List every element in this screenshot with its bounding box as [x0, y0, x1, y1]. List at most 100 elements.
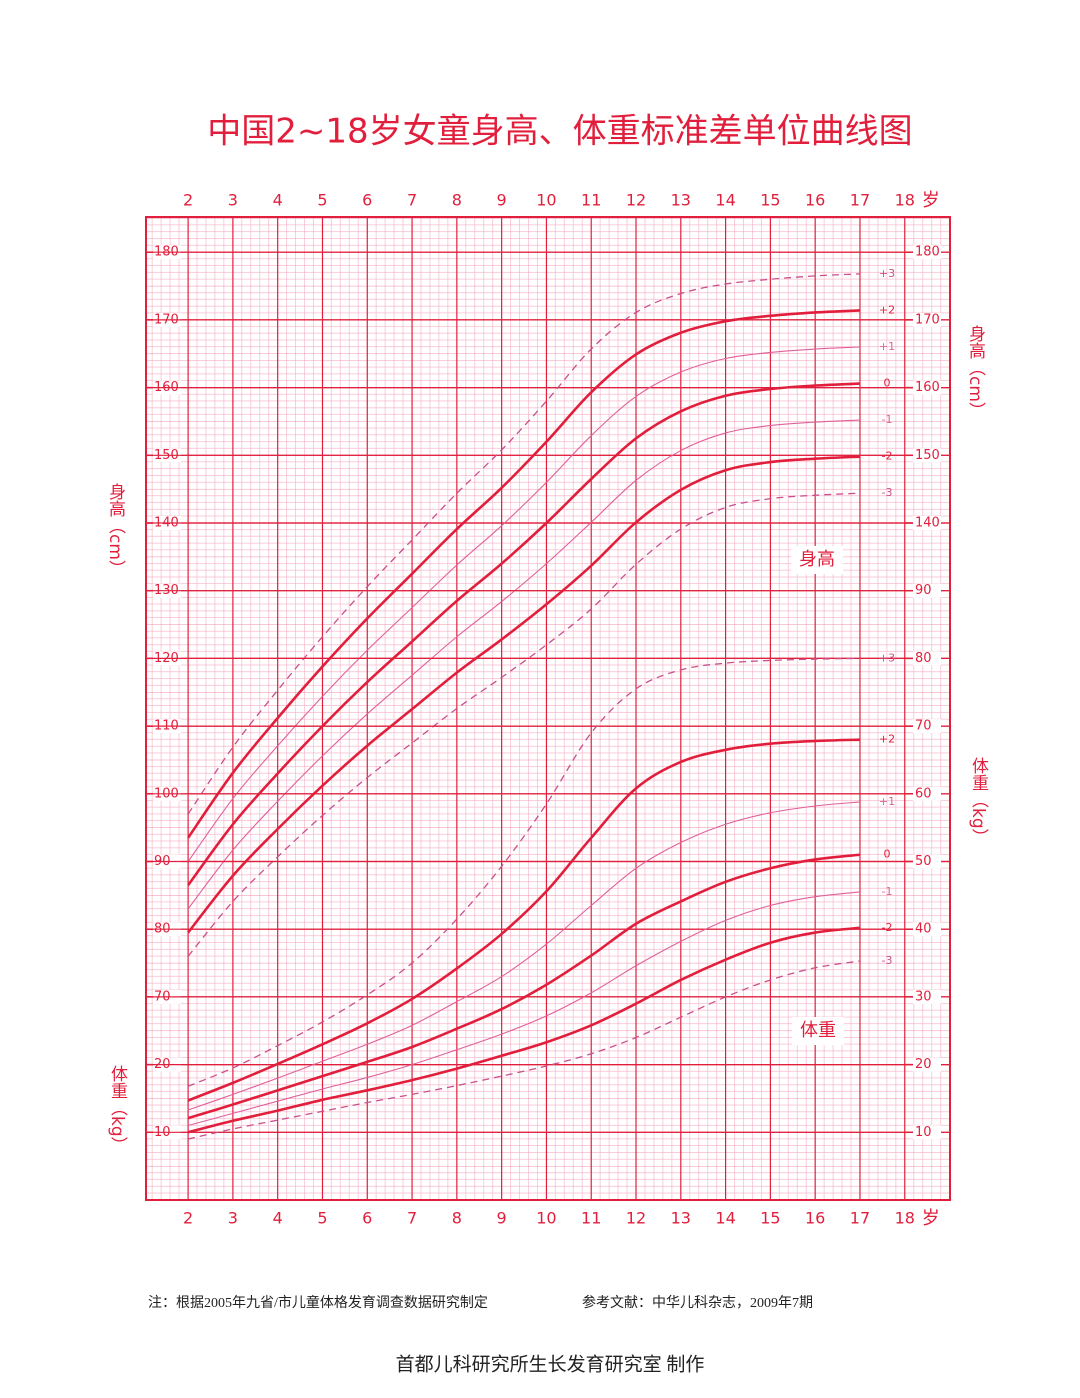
y-tick-label: 70: [915, 719, 932, 734]
y-tick-label: 40: [915, 922, 932, 937]
tick-label-bg: [913, 719, 941, 734]
curve-label: -1: [881, 885, 892, 898]
x-tick-label: 18: [895, 1209, 915, 1228]
tick-label-bg: [913, 989, 941, 1004]
y-tick-label: 90: [915, 583, 932, 598]
x-tick-label: 3: [228, 1209, 238, 1228]
y-tick-label: 180: [915, 245, 940, 260]
credit: 首都儿科研究所生长发育研究室 制作: [396, 1353, 705, 1375]
curve-label: +1: [879, 795, 895, 808]
x-tick-label: 8: [452, 1209, 462, 1228]
tick-label-bg: [913, 245, 941, 260]
curve-label: -1: [881, 413, 892, 426]
x-tick-label: 6: [362, 191, 372, 210]
curve-label: -2: [881, 450, 892, 463]
y-axis-label: 体重（kg）: [107, 1065, 128, 1154]
x-tick-label: 10: [536, 191, 556, 210]
x-tick-label: 15: [760, 191, 780, 210]
y-tick-label: 150: [915, 448, 940, 463]
curve: [187, 382, 861, 886]
curve: [187, 657, 860, 1087]
x-tick-label: 17: [850, 1209, 870, 1228]
annotation: 体重: [800, 1020, 836, 1041]
tick-label-bg: [913, 516, 941, 531]
reference: 参考文献：中华儿科杂志，2009年7期: [582, 1294, 813, 1311]
curve: [187, 801, 861, 1111]
x-tick-label: 7: [407, 191, 417, 210]
curve: [187, 492, 860, 957]
x-tick-label: 11: [581, 191, 601, 210]
y-axis-label: 身高（cm）: [965, 325, 986, 419]
x-tick-label: 5: [317, 1209, 327, 1228]
y-axis-label: 身高（cm）: [105, 483, 126, 577]
tick-label-bg: [913, 583, 941, 598]
curve: [187, 419, 860, 910]
y-axis-label: 体重（kg）: [968, 757, 989, 846]
curve-label: 0: [883, 848, 890, 861]
curve-label: +2: [879, 733, 895, 746]
y-tick-label: 50: [915, 854, 932, 869]
curve: [187, 926, 861, 1134]
curve-label: -2: [881, 921, 892, 934]
x-tick-label: 11: [581, 1209, 601, 1228]
y-tick-label: 30: [915, 989, 932, 1004]
curve: [187, 853, 861, 1120]
curve-label: +1: [879, 340, 895, 353]
x-axis-unit: 岁: [922, 1208, 940, 1229]
plot-frame: [145, 216, 951, 1201]
y-tick-label: 20: [915, 1057, 932, 1072]
tick-label-bg: [913, 854, 941, 869]
x-tick-label: 6: [362, 1209, 372, 1228]
x-tick-label: 16: [805, 191, 825, 210]
tick-label-bg: [913, 651, 941, 666]
x-tick-label: 13: [671, 1209, 691, 1228]
x-tick-label: 18: [895, 191, 915, 210]
curve: [187, 891, 861, 1127]
x-tick-label: 9: [497, 191, 507, 210]
annotation: 身高: [799, 549, 835, 570]
footnote: 注：根据2005年九省/市儿童体格发育调查数据研究制定: [148, 1294, 488, 1311]
x-tick-label: 7: [407, 1209, 417, 1228]
plot: 2 2 3 3 4 4 5 5 6 6 7 7 8 8 9 9 10 10 11 11 12 12 13 13 14 14 15 15…: [105, 190, 989, 1229]
tick-label-bg: [913, 922, 941, 937]
curve-label: +2: [879, 303, 895, 316]
curve: [187, 273, 860, 815]
x-tick-label: 12: [626, 191, 646, 210]
curve: [187, 309, 861, 839]
x-tick-label: 4: [273, 191, 283, 210]
chart-title: 中国2~18岁女童身高、体重标准差单位曲线图: [207, 112, 912, 152]
y-tick-label: 60: [915, 786, 932, 801]
annotation-bg: [792, 1017, 844, 1045]
tick-label-bg: [913, 448, 941, 463]
curve-label: -3: [881, 486, 892, 499]
annotation-bg: [791, 546, 843, 574]
x-tick-label: 16: [805, 1209, 825, 1228]
curve: [187, 960, 861, 1140]
curve: [187, 738, 861, 1102]
x-tick-label: 3: [228, 191, 238, 210]
tick-label-bg: [913, 786, 941, 801]
x-tick-label: 15: [760, 1209, 780, 1228]
x-tick-label: 9: [497, 1209, 507, 1228]
x-tick-label: 14: [715, 191, 735, 210]
x-tick-label: 12: [626, 1209, 646, 1228]
x-tick-label: 14: [715, 1209, 735, 1228]
x-tick-label: 4: [273, 1209, 283, 1228]
minor-grid: [146, 217, 950, 1200]
curve-label: 0: [883, 377, 890, 390]
x-tick-label: 10: [536, 1209, 556, 1228]
tick-label-bg: [913, 312, 941, 327]
y-tick-label: 170: [915, 312, 940, 327]
y-tick-label: 10: [915, 1125, 932, 1140]
x-tick-label: 17: [850, 191, 870, 210]
x-tick-label: 13: [671, 191, 691, 210]
tick-label-bg: [913, 1125, 941, 1140]
curve: [187, 346, 860, 862]
x-tick-label: 2: [183, 191, 193, 210]
y-tick-label: 160: [915, 380, 940, 395]
y-tick-label: 140: [915, 516, 940, 531]
curve-label: +3: [879, 267, 895, 280]
x-tick-label: 8: [452, 191, 462, 210]
tick-label-bg: [913, 1057, 941, 1072]
